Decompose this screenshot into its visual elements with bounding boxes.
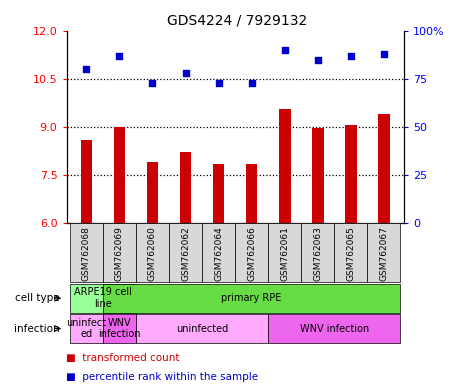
Text: WNV
infection: WNV infection	[98, 318, 141, 339]
Text: primary RPE: primary RPE	[221, 293, 282, 303]
Text: uninfect
ed: uninfect ed	[66, 318, 106, 339]
Point	[281, 47, 288, 53]
Text: WNV infection: WNV infection	[300, 323, 369, 334]
Text: GSM762067: GSM762067	[380, 226, 389, 281]
Point	[149, 79, 156, 86]
Text: GSM762062: GSM762062	[181, 226, 190, 281]
Bar	[279, 109, 291, 223]
Bar	[114, 127, 125, 223]
Text: GSM762060: GSM762060	[148, 226, 157, 281]
Text: ■  percentile rank within the sample: ■ percentile rank within the sample	[66, 372, 258, 382]
Point	[115, 53, 123, 59]
Point	[83, 66, 90, 72]
Text: GSM762063: GSM762063	[314, 226, 322, 281]
Bar	[81, 139, 92, 223]
Bar	[180, 152, 191, 223]
Bar	[312, 128, 323, 223]
Text: GSM762065: GSM762065	[346, 226, 355, 281]
Text: ARPE19 cell
line: ARPE19 cell line	[74, 287, 132, 309]
Text: uninfected: uninfected	[176, 323, 228, 334]
Text: GSM762068: GSM762068	[82, 226, 91, 281]
Text: infection: infection	[14, 323, 59, 334]
Bar	[147, 162, 158, 223]
Bar	[345, 125, 357, 223]
Text: GDS4224 / 7929132: GDS4224 / 7929132	[167, 13, 308, 27]
Bar	[378, 114, 390, 223]
Bar	[213, 164, 224, 223]
Point	[347, 53, 355, 59]
Point	[314, 56, 322, 63]
Point	[248, 79, 256, 86]
Point	[380, 51, 388, 57]
Text: cell type: cell type	[15, 293, 59, 303]
Text: GSM762069: GSM762069	[115, 226, 124, 281]
Text: GSM762061: GSM762061	[280, 226, 289, 281]
Text: GSM762064: GSM762064	[214, 226, 223, 281]
Text: ■  transformed count: ■ transformed count	[66, 353, 180, 362]
Text: GSM762066: GSM762066	[247, 226, 256, 281]
Bar	[246, 164, 257, 223]
Point	[215, 79, 222, 86]
Point	[182, 70, 190, 76]
